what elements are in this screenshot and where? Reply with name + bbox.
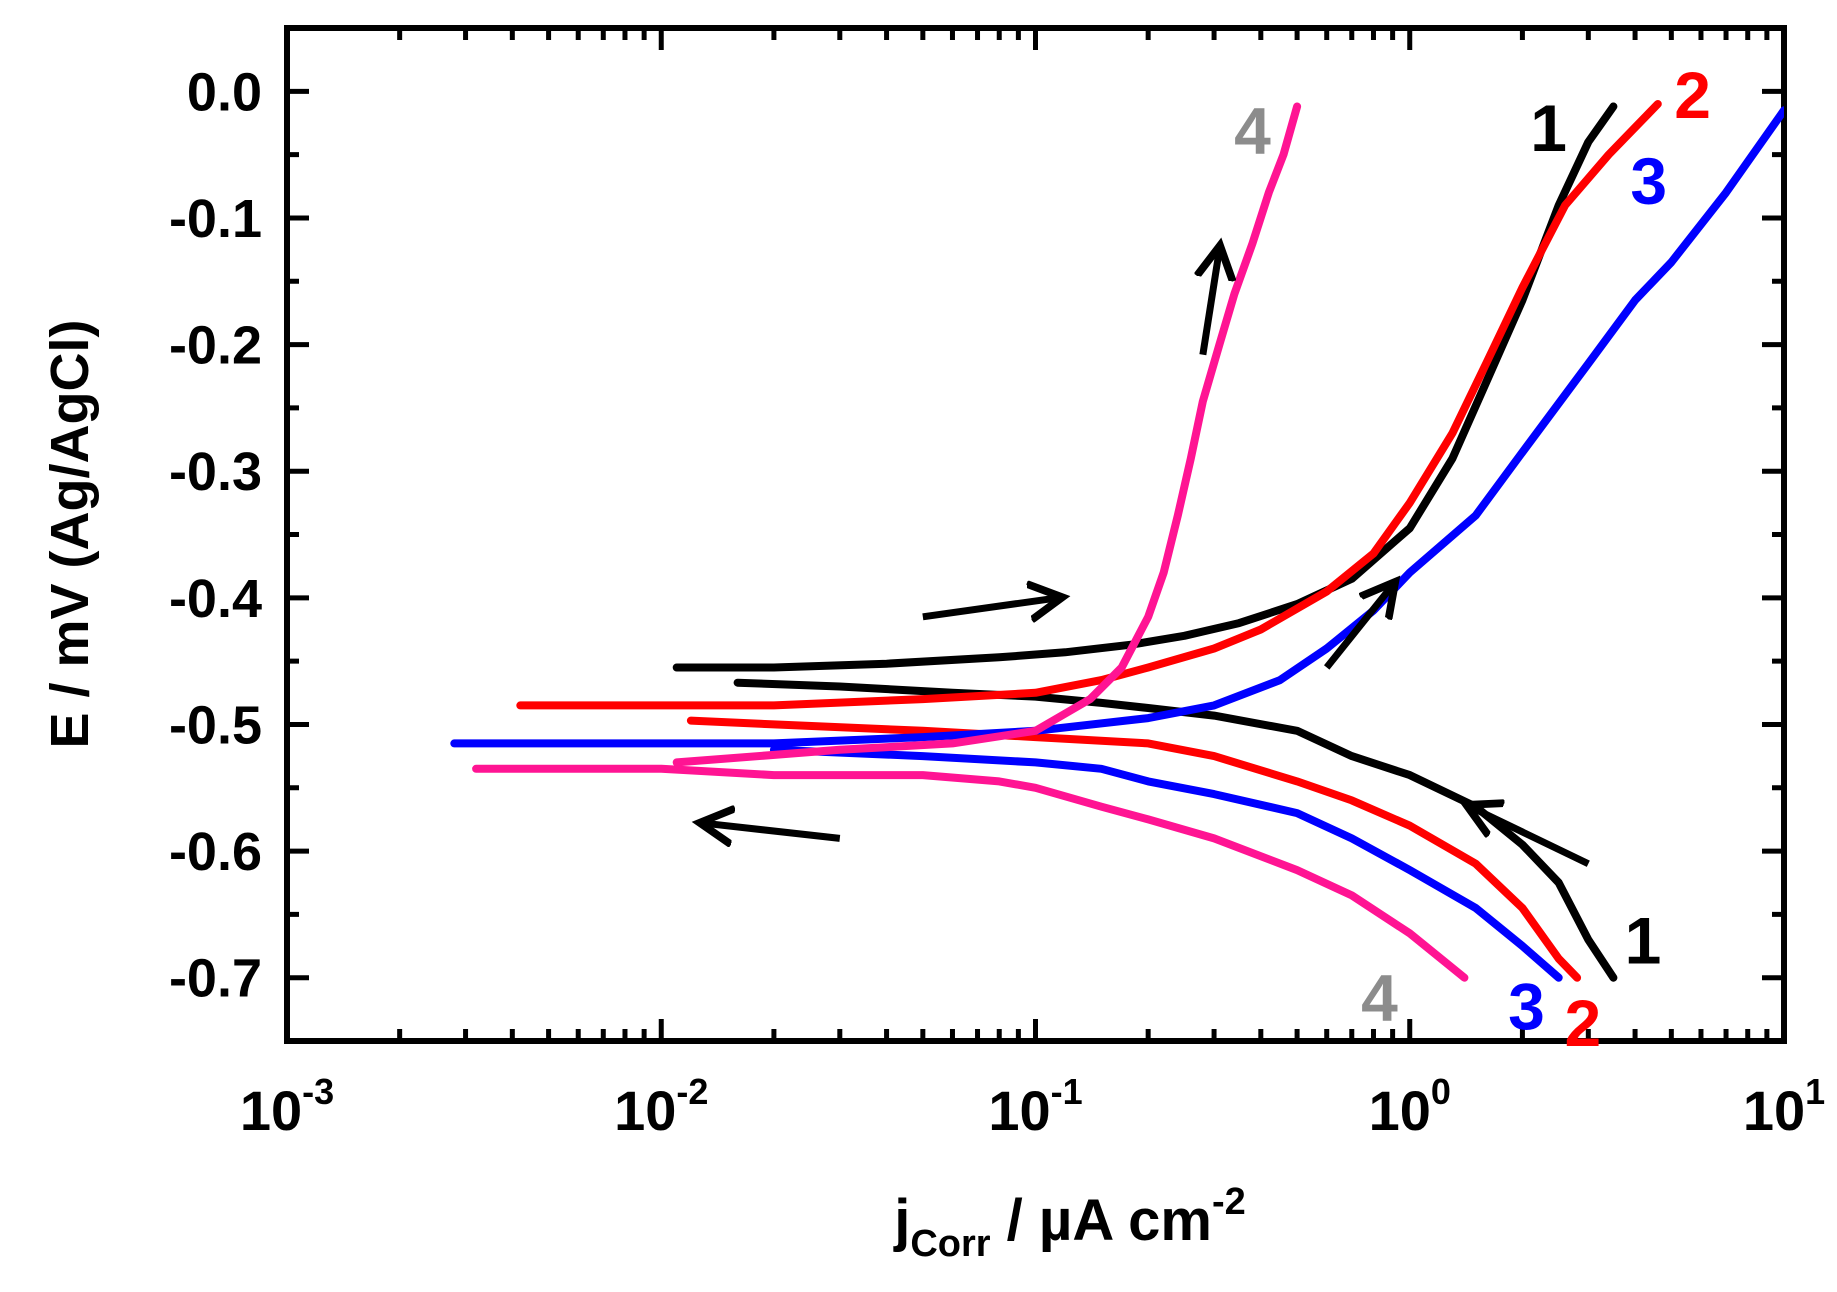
curve-label-3: 3 [1630, 144, 1667, 218]
y-ticks [287, 25, 1784, 1044]
y-axis-title: E / mV (Ag/AgCl) [40, 320, 100, 749]
series-group [450, 100, 1784, 982]
y-axis: 0.0 -0.1 -0.2 -0.3 -0.4 -0.5 -0.6 -0.7 [169, 25, 1784, 1044]
series-2-anodic-line [516, 100, 1662, 710]
y-tick-label: 0.0 [187, 62, 262, 122]
direction-arrow-up-right [1323, 585, 1393, 670]
curve-label-4: 4 [1361, 961, 1398, 1035]
x-tick-label: 101 [1743, 1071, 1825, 1142]
curve-label-1: 1 [1530, 91, 1567, 165]
series-3-anodic-line [450, 106, 1784, 748]
y-tick-label: -0.1 [169, 189, 262, 249]
x-axis: 10-3 10-2 10-1 100 101 [240, 28, 1825, 1142]
y-tick-label: -0.2 [169, 316, 262, 376]
curve-label-4: 4 [1234, 93, 1271, 167]
direction-arrow-up-right [922, 598, 1058, 617]
x-axis-title: jCorr / µA cm-2 [893, 1181, 1246, 1265]
y-tick-label: -0.5 [169, 695, 262, 755]
x-tick-label: 10-2 [614, 1071, 708, 1142]
x-tick-label: 100 [1369, 1071, 1451, 1142]
series-3-cathodic-line [769, 745, 1563, 982]
curve-label-2: 2 [1564, 986, 1601, 1060]
x-axis-title-sup: -2 [1212, 1181, 1246, 1223]
series-4-cathodic-line [472, 764, 1469, 982]
series-4-anodic-line [672, 102, 1302, 767]
series-2-cathodic-line [686, 716, 1582, 982]
arrows-group [704, 250, 1590, 867]
x-axis-title-main: j [893, 1188, 910, 1253]
y-tick-label: -0.3 [169, 442, 262, 502]
curve-label-3: 3 [1508, 970, 1545, 1044]
y-tick-label: -0.4 [169, 569, 262, 629]
x-tick-label: 10-1 [988, 1071, 1082, 1142]
x-ticks [284, 28, 1787, 1041]
x-axis-title-sub: Corr [910, 1223, 990, 1265]
direction-arrow-up [1203, 250, 1220, 356]
curve-label-1: 1 [1625, 904, 1662, 978]
curve-label-2: 2 [1674, 58, 1711, 132]
direction-arrow-left [704, 823, 841, 838]
x-tick-label: 10-3 [240, 1071, 334, 1142]
x-tick-labels: 10-3 10-2 10-1 100 101 [240, 1071, 1825, 1142]
x-axis-title-rest: / µA cm [991, 1188, 1212, 1253]
y-tick-labels: 0.0 -0.1 -0.2 -0.3 -0.4 -0.5 -0.6 -0.7 [169, 62, 262, 1008]
y-tick-label: -0.7 [169, 949, 262, 1009]
direction-arrow-up-left [1470, 807, 1590, 867]
y-tick-label: -0.6 [169, 822, 262, 882]
